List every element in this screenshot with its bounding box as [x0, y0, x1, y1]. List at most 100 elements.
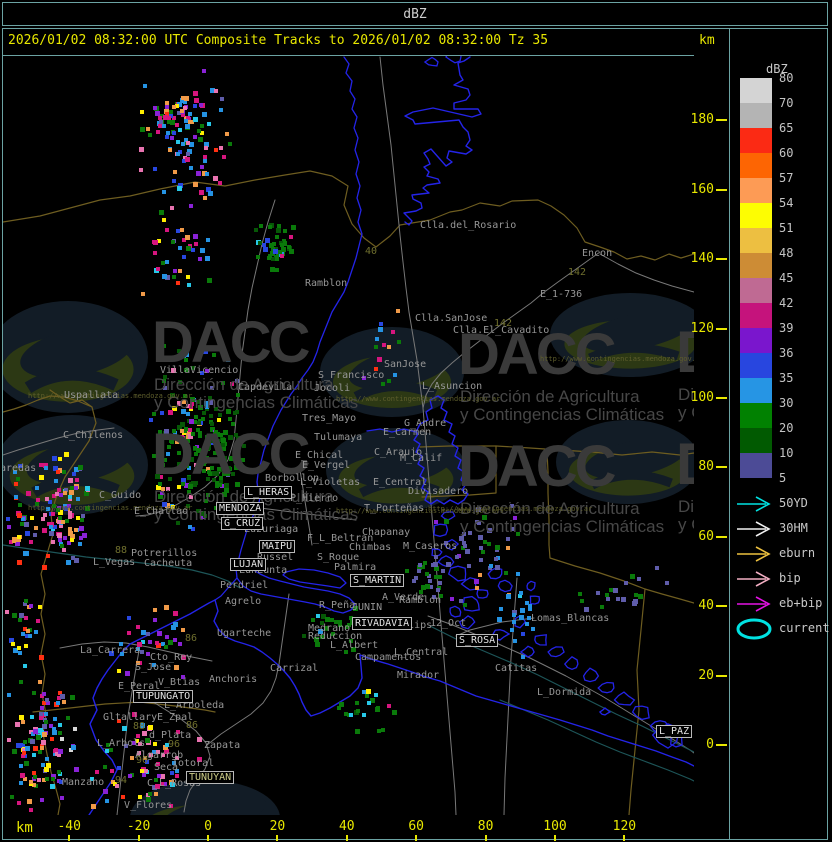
radar-echo-cell: [637, 577, 641, 581]
colorbar-value-label: 70: [779, 96, 794, 110]
radar-echo-cell: [135, 739, 139, 743]
radar-echo-cell: [479, 546, 483, 550]
colorbar-value-label: 45: [779, 271, 794, 285]
radar-echo-cell: [512, 613, 516, 617]
radar-echo-cell: [269, 243, 274, 248]
radar-echo-cell: [62, 700, 66, 704]
radar-echo-cell: [180, 422, 185, 427]
radar-echo-cell: [182, 354, 186, 358]
radar-echo-cell: [70, 486, 74, 490]
radar-echo-cell: [665, 581, 669, 585]
radar-echo-cell: [206, 493, 210, 497]
radar-echo-cell: [46, 763, 51, 768]
radar-echo-cell: [314, 637, 319, 642]
radar-echo-cell: [49, 531, 54, 536]
radar-echo-cell: [163, 458, 167, 462]
radar-echo-cell: [208, 400, 213, 405]
radar-echo-cell: [318, 629, 323, 634]
y-axis-tick: [716, 119, 727, 122]
radar-echo-cell: [624, 581, 628, 585]
radar-echo-cell: [164, 429, 169, 434]
radar-echo-cell: [25, 531, 30, 536]
radar-echo-cell: [68, 478, 73, 483]
radar-echo-cell: [142, 773, 146, 777]
radar-echo-cell: [72, 472, 76, 476]
radar-echo-cell: [478, 573, 482, 577]
radar-echo-cell: [157, 774, 161, 778]
radar-echo-cell: [425, 584, 430, 589]
dacc-eye-logo: [320, 327, 464, 417]
radar-map[interactable]: [3, 56, 694, 815]
boundary-blue-lavalle-link: [366, 428, 417, 433]
radar-echo-cell: [186, 404, 190, 408]
radar-echo-cell: [145, 738, 150, 743]
radar-echo-cell: [149, 753, 153, 757]
colorbar-value-label: 57: [779, 171, 794, 185]
radar-echo-cell: [219, 146, 223, 150]
timestamp-header: 2026/01/02 08:32:00 UTC Composite Tracks…: [8, 33, 549, 48]
radar-echo-cell: [527, 616, 531, 620]
radar-echo-cell: [44, 720, 48, 724]
radar-echo-cell: [182, 438, 186, 442]
radar-echo-cell: [254, 228, 258, 232]
radar-echo-cell: [95, 770, 99, 774]
radar-echo-cell: [439, 594, 443, 598]
radar-echo-cell: [52, 504, 56, 508]
radar-echo-cell: [23, 664, 27, 668]
radar-echo-cell: [222, 492, 227, 497]
radar-echo-cell: [206, 187, 211, 192]
radar-echo-cell: [478, 535, 483, 540]
radar-echo-cell: [168, 410, 173, 415]
radar-echo-cell: [438, 581, 442, 585]
radar-echo-cell: [213, 176, 218, 181]
radar-echo-cell: [42, 701, 46, 705]
radar-echo-cell: [172, 429, 176, 433]
radar-echo-cell: [176, 229, 180, 233]
radar-echo-cell: [6, 517, 10, 521]
colorbar-swatch: [740, 453, 772, 478]
colorbar-value-label: 39: [779, 321, 794, 335]
radar-echo-cell: [228, 435, 233, 440]
radar-echo-cell: [46, 701, 50, 705]
x-axis-tick: [276, 835, 279, 841]
radar-echo-cell: [193, 234, 198, 239]
storm-track-blob: [547, 646, 565, 658]
x-axis-tick: [484, 835, 487, 841]
y-axis-tick-label: 160: [690, 181, 714, 197]
radar-echo-cell: [441, 569, 445, 573]
radar-echo-cell: [291, 225, 296, 230]
radar-echo-cell: [217, 418, 221, 422]
radar-echo-cell: [162, 344, 166, 348]
colorbar-swatch: [740, 378, 772, 403]
radar-echo-cell: [223, 461, 227, 465]
radar-echo-cell: [338, 623, 342, 627]
colorbar-value-label: 10: [779, 446, 794, 460]
panel-divider: [729, 28, 730, 839]
radar-echo-cell: [165, 228, 169, 232]
radar-echo-cell: [23, 602, 27, 606]
colorbar-swatch: [740, 428, 772, 453]
radar-echo-cell: [233, 411, 237, 415]
x-axis-tick: [345, 835, 348, 841]
radar-echo-cell: [210, 422, 214, 426]
radar-echo-cell: [596, 591, 600, 595]
radar-echo-cell: [164, 605, 169, 610]
radar-echo-cell: [324, 626, 328, 630]
radar-echo-cell: [175, 774, 179, 778]
radar-echo-cell: [605, 593, 609, 597]
radar-echo-cell: [161, 642, 165, 646]
radar-echo-cell: [19, 715, 24, 720]
radar-echo-cell: [105, 749, 109, 753]
radar-echo-cell: [49, 724, 53, 728]
radar-echo-cell: [68, 511, 72, 515]
50YD-arrow-icon: [734, 493, 776, 519]
radar-echo-cell: [17, 560, 22, 565]
radar-echo-cell: [219, 476, 223, 480]
river-blue-carrizal: [213, 599, 363, 717]
radar-echo-cell: [513, 516, 517, 520]
radar-echo-cell: [137, 751, 141, 755]
radar-echo-cell: [178, 246, 182, 250]
radar-echo-cell: [58, 510, 63, 515]
radar-echo-cell: [44, 466, 48, 470]
radar-echo-cell: [158, 482, 162, 486]
